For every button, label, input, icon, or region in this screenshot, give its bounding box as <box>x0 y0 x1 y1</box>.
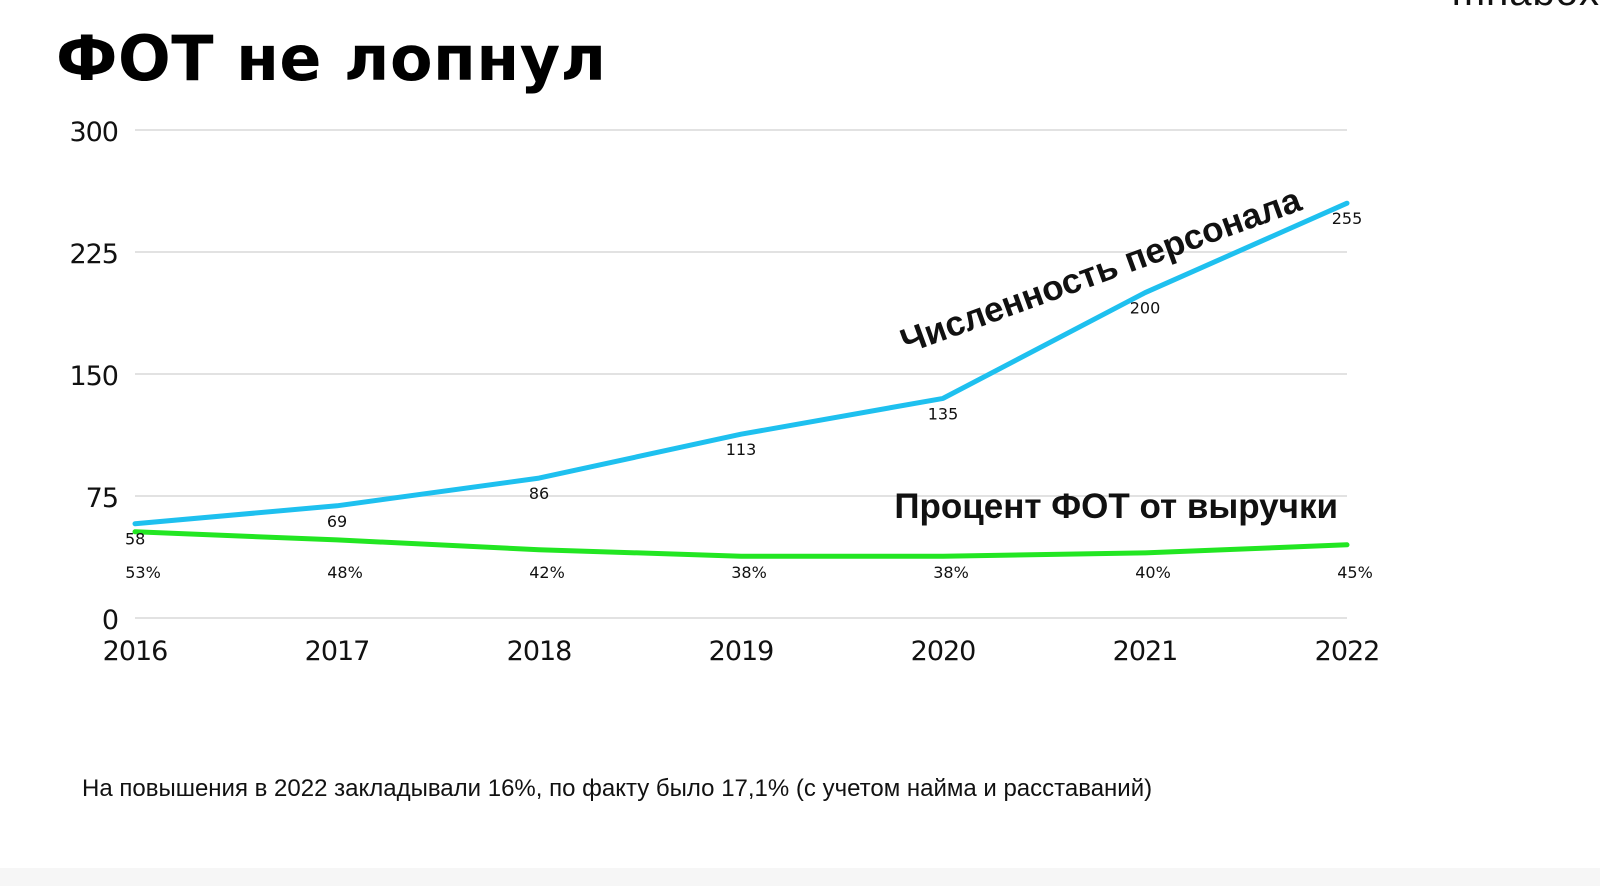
y-tick-label: 225 <box>69 239 118 270</box>
payroll-percent-line <box>132 529 1350 559</box>
headcount-data-label: 86 <box>529 484 549 503</box>
headcount-data-label: 58 <box>125 530 145 549</box>
bottom-strip <box>0 868 1600 886</box>
footnote: На повышения в 2022 закладывали 16%, по … <box>82 775 1153 802</box>
line-chart: 0 75 150 225 300 2016 2017 2018 2019 2020 2021 202… <box>69 117 1381 667</box>
payroll-percent-series-label: Процент ФОТ от выручки <box>894 487 1338 526</box>
payroll-percent-data-label: 38% <box>731 563 767 582</box>
x-tick-label: 2019 <box>709 636 774 667</box>
series-lines <box>132 200 1350 559</box>
y-axis-ticks: 0 75 150 225 300 <box>69 117 119 636</box>
x-tick-label: 2016 <box>103 636 168 667</box>
headcount-data-label: 69 <box>327 512 347 531</box>
headcount-data-label: 113 <box>726 440 757 459</box>
payroll-percent-data-label: 40% <box>1135 563 1171 582</box>
gridlines <box>135 129 1347 619</box>
headcount-series-label: Численность персонала <box>895 180 1306 362</box>
x-tick-label: 2017 <box>305 636 370 667</box>
payroll-percent-data-label: 45% <box>1337 563 1373 582</box>
payroll-percent-data-label: 38% <box>933 563 969 582</box>
x-tick-label: 2020 <box>911 636 976 667</box>
brand-logo: mnabox <box>1452 0 1600 15</box>
headcount-data-label: 255 <box>1332 209 1363 228</box>
x-tick-label: 2022 <box>1315 636 1380 667</box>
y-tick-label: 0 <box>102 605 118 636</box>
payroll-percent-data-label: 42% <box>529 563 565 582</box>
y-tick-label: 300 <box>69 117 118 148</box>
headcount-data-label: 135 <box>928 404 959 423</box>
x-axis-ticks: 2016 2017 2018 2019 2020 2021 2022 <box>103 636 1381 667</box>
data-labels: 58 69 86 113 135 200 255 53% 48% 42% 38% 38% 40% 45% <box>125 209 1373 582</box>
headcount-data-label: 200 <box>1130 299 1161 318</box>
y-tick-label: 150 <box>69 361 118 392</box>
series-names: Численность персонала Процент ФОТ от выру… <box>894 180 1338 526</box>
payroll-percent-data-label: 48% <box>327 563 363 582</box>
y-tick-label: 75 <box>86 483 118 514</box>
headcount-line <box>132 200 1350 527</box>
page-title: ФОТ не лопнул <box>56 22 607 95</box>
x-tick-label: 2021 <box>1113 636 1178 667</box>
payroll-percent-data-label: 53% <box>125 563 161 582</box>
x-tick-label: 2018 <box>507 636 572 667</box>
